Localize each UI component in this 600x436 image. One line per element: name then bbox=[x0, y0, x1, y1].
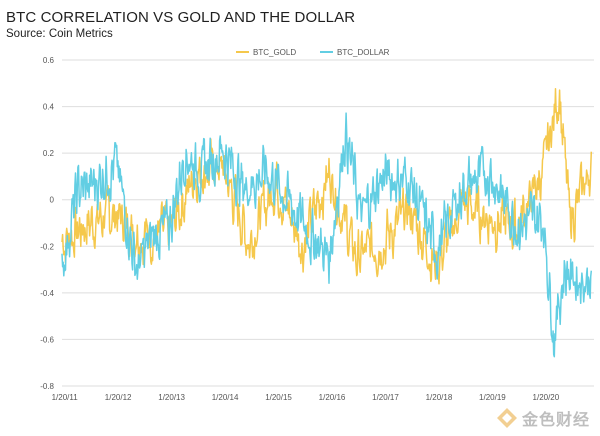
y-tick-label: -0.2 bbox=[40, 242, 54, 251]
y-tick-label: 0.2 bbox=[43, 149, 55, 158]
grid-lines bbox=[62, 59, 594, 387]
x-tick-label: 1/20/12 bbox=[105, 393, 132, 402]
x-tick-label: 1/20/11 bbox=[52, 393, 79, 402]
y-tick-label: 0.4 bbox=[43, 103, 55, 112]
y-tick-label: 0 bbox=[50, 196, 55, 205]
x-tick-label: 1/20/19 bbox=[479, 393, 506, 402]
jinse-logo-icon bbox=[496, 408, 517, 428]
chart-title: BTC CORRELATION VS GOLD AND THE DOLLAR bbox=[6, 9, 356, 26]
legend-label: BTC_GOLD bbox=[253, 48, 296, 57]
y-tick-label: 0.6 bbox=[43, 56, 55, 65]
series-line-btc-dollar bbox=[61, 112, 593, 358]
chart-subtitle: Source: Coin Metrics bbox=[6, 28, 113, 40]
y-tick-label: -0.6 bbox=[40, 335, 54, 344]
series-lines bbox=[61, 88, 593, 358]
watermark-text: 金色财经 bbox=[521, 412, 590, 429]
x-tick-label: 1/20/18 bbox=[426, 393, 453, 402]
x-tick-label: 1/20/20 bbox=[533, 393, 560, 402]
legend: BTC_GOLD BTC_DOLLAR bbox=[236, 48, 390, 57]
watermark: 金色财经 bbox=[496, 406, 590, 430]
x-tick-label: 1/20/15 bbox=[265, 393, 292, 402]
y-axis-ticks: -0.8 -0.6 -0.4 -0.2 0 0.2 0.4 0.6 bbox=[40, 56, 54, 391]
x-tick-label: 1/20/13 bbox=[158, 393, 185, 402]
x-tick-label: 1/20/17 bbox=[372, 393, 399, 402]
x-tick-label: 1/20/14 bbox=[212, 393, 239, 402]
x-tick-label: 1/20/16 bbox=[319, 393, 346, 402]
x-axis-ticks: 1/20/11 1/20/12 1/20/13 1/20/14 1/20/15 1/20/… bbox=[52, 393, 560, 402]
y-tick-label: -0.8 bbox=[40, 382, 54, 391]
y-tick-label: -0.4 bbox=[40, 289, 54, 298]
legend-label: BTC_DOLLAR bbox=[337, 48, 390, 57]
